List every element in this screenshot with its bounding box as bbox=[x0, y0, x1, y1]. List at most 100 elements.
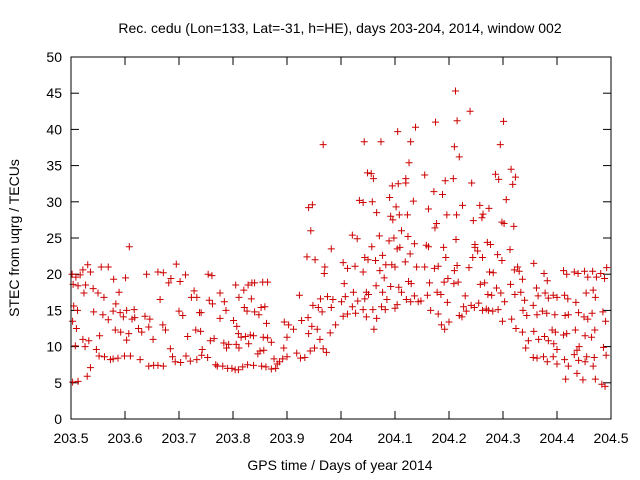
data-point bbox=[502, 196, 510, 204]
data-point bbox=[391, 263, 399, 271]
data-point bbox=[521, 296, 529, 304]
data-point bbox=[359, 306, 367, 314]
data-point bbox=[433, 288, 441, 296]
data-point bbox=[589, 362, 597, 370]
data-point bbox=[553, 345, 561, 353]
data-point bbox=[466, 107, 474, 115]
data-point bbox=[182, 352, 190, 360]
data-point bbox=[430, 264, 438, 272]
data-point bbox=[367, 170, 375, 178]
data-point bbox=[309, 301, 317, 309]
data-point bbox=[441, 325, 449, 333]
data-point bbox=[279, 355, 287, 363]
data-point bbox=[474, 247, 482, 255]
data-point bbox=[519, 306, 527, 314]
data-point bbox=[471, 241, 479, 249]
y-tick-label: 35 bbox=[46, 158, 62, 174]
data-point bbox=[95, 352, 103, 360]
data-point bbox=[575, 356, 583, 364]
data-point bbox=[489, 307, 497, 315]
data-point bbox=[177, 359, 185, 367]
data-point bbox=[561, 291, 569, 299]
data-point bbox=[426, 279, 434, 287]
data-point bbox=[445, 318, 453, 326]
data-points bbox=[68, 87, 611, 390]
data-point bbox=[507, 280, 515, 288]
data-point bbox=[453, 262, 461, 270]
data-point bbox=[421, 263, 429, 271]
data-point bbox=[237, 333, 245, 341]
data-point bbox=[541, 332, 549, 340]
y-tick-label: 5 bbox=[54, 375, 62, 391]
data-point bbox=[193, 356, 201, 364]
data-point bbox=[316, 295, 324, 303]
data-point bbox=[258, 362, 266, 370]
data-point bbox=[339, 312, 347, 320]
data-point bbox=[372, 282, 380, 290]
data-point bbox=[377, 138, 385, 146]
data-point bbox=[433, 220, 441, 228]
data-point bbox=[320, 269, 328, 277]
data-point bbox=[470, 304, 478, 312]
data-point bbox=[262, 363, 270, 371]
data-point bbox=[369, 175, 377, 183]
data-point bbox=[523, 311, 531, 319]
data-point bbox=[372, 256, 380, 264]
data-point bbox=[388, 182, 396, 190]
data-point bbox=[204, 353, 212, 361]
data-point bbox=[159, 362, 167, 370]
data-point bbox=[340, 280, 348, 288]
data-point bbox=[104, 263, 112, 271]
data-point bbox=[442, 254, 450, 262]
data-point bbox=[149, 335, 157, 343]
data-point bbox=[407, 138, 415, 146]
data-point bbox=[495, 175, 503, 183]
data-point bbox=[584, 273, 592, 281]
data-point bbox=[250, 332, 258, 340]
data-point bbox=[283, 333, 291, 341]
data-point bbox=[401, 258, 409, 266]
data-point bbox=[506, 246, 514, 254]
data-point bbox=[375, 232, 383, 240]
data-point bbox=[481, 279, 489, 287]
data-point bbox=[117, 328, 125, 336]
data-point bbox=[343, 264, 351, 272]
data-point bbox=[285, 321, 293, 329]
data-point bbox=[524, 337, 532, 345]
data-point bbox=[131, 314, 139, 322]
data-point bbox=[321, 263, 329, 271]
data-point bbox=[72, 325, 80, 332]
data-point bbox=[500, 117, 508, 125]
data-point bbox=[461, 292, 469, 300]
data-point bbox=[553, 293, 561, 301]
data-point bbox=[247, 295, 255, 303]
data-point bbox=[232, 340, 240, 348]
data-point bbox=[270, 355, 278, 363]
data-point bbox=[308, 201, 316, 209]
data-point bbox=[220, 339, 228, 347]
data-point bbox=[541, 289, 549, 297]
data-point bbox=[100, 353, 108, 361]
data-point bbox=[580, 313, 588, 321]
chart-title: Rec. cedu (Lon=133, Lat=-31, h=HE), days… bbox=[118, 20, 561, 36]
x-tick-label: 204.5 bbox=[593, 430, 628, 446]
data-point bbox=[397, 227, 405, 235]
data-point bbox=[543, 309, 551, 317]
data-point bbox=[223, 344, 231, 352]
data-point bbox=[348, 303, 356, 311]
y-tick-label: 25 bbox=[46, 230, 62, 246]
data-point bbox=[599, 343, 607, 351]
data-point bbox=[534, 292, 542, 300]
data-point bbox=[588, 309, 596, 317]
data-point bbox=[198, 351, 206, 359]
data-point bbox=[509, 180, 517, 188]
data-point bbox=[79, 335, 87, 343]
data-point bbox=[487, 241, 495, 249]
data-point bbox=[197, 327, 205, 335]
data-point bbox=[86, 268, 94, 276]
data-point bbox=[602, 351, 610, 359]
data-point bbox=[403, 211, 411, 219]
data-point bbox=[240, 304, 248, 312]
data-point bbox=[573, 346, 581, 354]
